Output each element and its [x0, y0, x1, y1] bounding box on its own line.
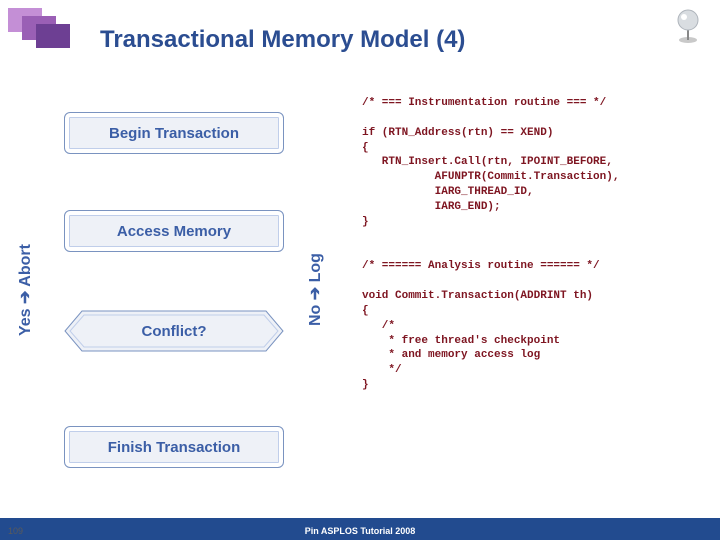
pushpin-icon	[668, 6, 708, 46]
label-yes: Yes	[17, 304, 34, 336]
footer-text: Pin ASPLOS Tutorial 2008	[0, 526, 720, 536]
flow-node-label: Begin Transaction	[109, 125, 239, 142]
flow-node-label: Finish Transaction	[108, 439, 241, 456]
log-path-label: No ➔ Log	[306, 220, 322, 360]
flow-node-conflict: Conflict?	[64, 310, 284, 352]
code-block: /* === Instrumentation routine === */ if…	[362, 96, 710, 393]
corner-square-3	[36, 24, 70, 48]
label-no: No	[307, 301, 324, 327]
flow-node-label: Access Memory	[117, 223, 231, 240]
abort-path-label: Yes ➔ Abort	[16, 190, 32, 390]
flowchart: Yes ➔ Abort No ➔ Log Begin Transaction A…	[18, 100, 348, 490]
label-log: Log	[307, 254, 324, 288]
arrow-icon: ➔	[307, 287, 324, 300]
flow-node-access: Access Memory	[64, 210, 284, 252]
flow-node-begin: Begin Transaction	[64, 112, 284, 154]
label-abort: Abort	[17, 244, 34, 291]
flow-node-finish: Finish Transaction	[64, 426, 284, 468]
arrow-icon: ➔	[17, 291, 34, 304]
flow-node-label: Conflict?	[142, 323, 207, 340]
page-title: Transactional Memory Model (4)	[100, 26, 465, 54]
